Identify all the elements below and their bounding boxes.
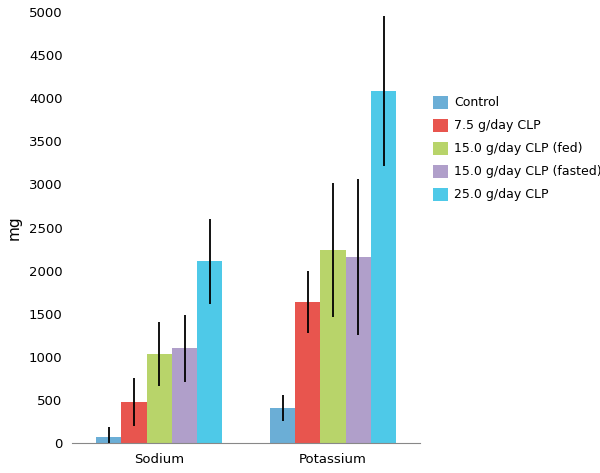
Bar — [121, 402, 146, 443]
Bar — [197, 261, 223, 443]
Bar — [146, 354, 172, 443]
Bar — [371, 91, 396, 443]
Bar — [320, 250, 346, 443]
Bar — [295, 302, 320, 443]
Bar — [172, 349, 197, 443]
Y-axis label: mg: mg — [7, 215, 22, 240]
Legend: Control, 7.5 g/day CLP, 15.0 g/day CLP (fed), 15.0 g/day CLP (fasted), 25.0 g/da: Control, 7.5 g/day CLP, 15.0 g/day CLP (… — [433, 96, 600, 201]
Bar — [270, 408, 295, 443]
Bar — [346, 257, 371, 443]
Bar — [96, 437, 121, 443]
